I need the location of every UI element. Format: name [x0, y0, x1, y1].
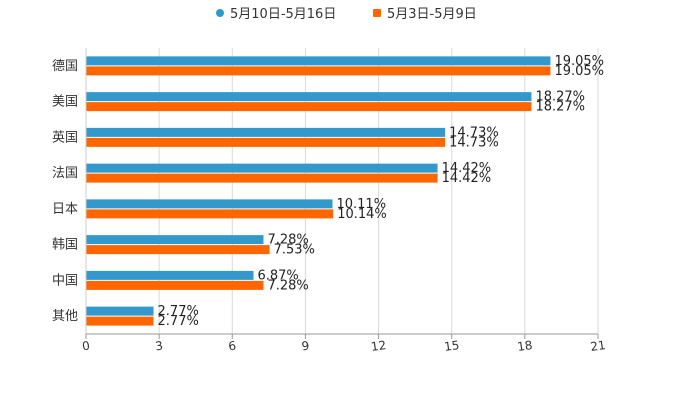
bar-value-label: 10.14%	[337, 207, 387, 222]
legend-marker-0	[216, 9, 224, 17]
bar-week-may10-16[interactable]	[86, 163, 438, 173]
bar-week-may10-16[interactable]	[86, 199, 333, 209]
bar-week-may10-16[interactable]	[86, 92, 532, 102]
category-label: 法国	[52, 166, 78, 181]
x-tick-label: 12	[370, 338, 387, 354]
x-tick-label: 3	[154, 339, 164, 354]
x-tick-label: 0	[81, 339, 91, 354]
bar-value-label: 19.05%	[554, 54, 604, 69]
category-label: 中国	[52, 273, 78, 288]
bar-value-label: 18.27%	[535, 90, 585, 105]
legend: 5月10日-5月16日 5月3日-5月9日	[216, 7, 477, 22]
bar-week-may3-9[interactable]	[86, 316, 154, 326]
bar-week-may10-16[interactable]	[86, 127, 446, 137]
bar-week-may10-16[interactable]	[86, 270, 254, 280]
category-label: 日本	[52, 202, 78, 217]
x-tick-label: 15	[443, 338, 460, 354]
legend-label-1: 5月3日-5月9日	[387, 7, 477, 22]
bar-week-may3-9[interactable]	[86, 66, 551, 76]
legend-item-1[interactable]: 5月3日-5月9日	[373, 7, 477, 22]
category-label: 美国	[52, 95, 78, 110]
bar-week-may3-9[interactable]	[86, 137, 446, 147]
bar-value-label: 10.11%	[336, 197, 386, 212]
bar-week-may10-16[interactable]	[86, 56, 551, 66]
bar-week-may3-9[interactable]	[86, 173, 438, 183]
bar-week-may3-9[interactable]	[86, 245, 270, 255]
bar-week-may3-9[interactable]	[86, 102, 532, 112]
bar-value-label: 6.87%	[257, 268, 298, 283]
legend-label-0: 5月10日-5月16日	[230, 7, 336, 22]
legend-item-0[interactable]: 5月10日-5月16日	[216, 7, 336, 22]
bar-week-may10-16[interactable]	[86, 235, 264, 245]
x-tick-label: 21	[589, 338, 606, 354]
bar-week-may10-16[interactable]	[86, 306, 154, 316]
bar-value-label: 14.42%	[442, 161, 492, 176]
category-label: 英国	[52, 130, 78, 145]
bar-value-label: 14.73%	[449, 125, 499, 140]
bar-value-label: 18.27%	[535, 100, 585, 115]
x-tick-label: 6	[228, 339, 238, 354]
bar-value-label: 2.77%	[158, 304, 199, 319]
bar-value-label: 7.53%	[274, 243, 315, 258]
bar-value-label: 14.73%	[449, 135, 499, 150]
bar-value-label: 7.28%	[267, 278, 308, 293]
x-tick-label: 9	[301, 339, 311, 354]
category-label: 德国	[52, 59, 78, 74]
category-label: 韩国	[52, 238, 78, 253]
bar-week-may3-9[interactable]	[86, 280, 264, 290]
bar-value-label: 14.42%	[442, 171, 492, 186]
bar-week-may3-9[interactable]	[86, 209, 334, 219]
bars: 19.05%19.05% 18.27%18.27% 14.73%14.73% 14.4…	[86, 54, 604, 329]
bar-value-label: 7.28%	[267, 233, 308, 248]
legend-marker-1	[373, 9, 381, 17]
category-label: 其他	[52, 309, 78, 324]
x-tick-label: 18	[516, 338, 533, 354]
bar-value-label: 19.05%	[554, 64, 604, 79]
grid	[158, 48, 599, 334]
bar-value-label: 2.77%	[158, 314, 199, 329]
